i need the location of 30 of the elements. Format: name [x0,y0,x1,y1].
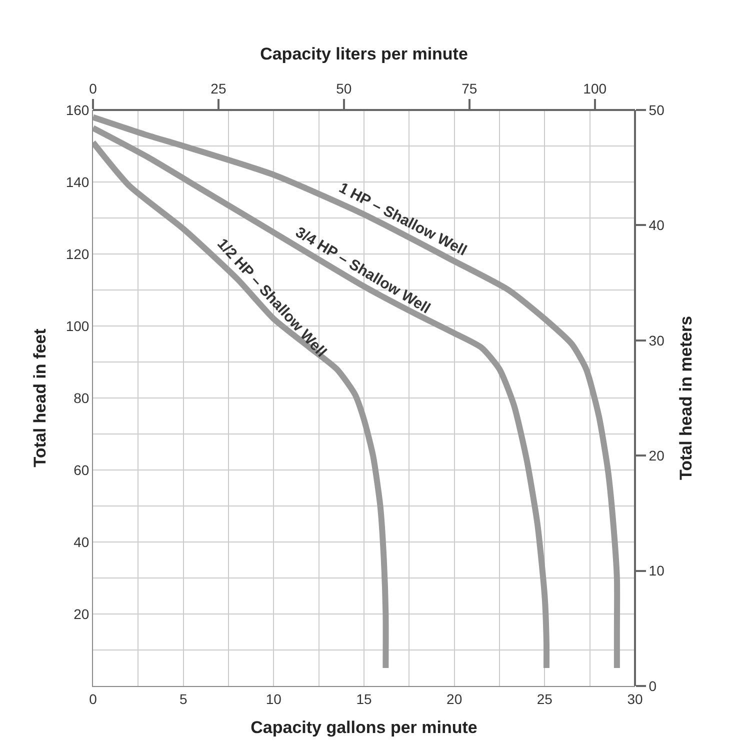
x2-tick-label: 75 [462,80,478,96]
y2-tick-label: 30 [648,332,665,348]
x2-tick-label: 50 [336,80,352,96]
x-tick-label: 20 [446,690,462,707]
y-tick-label: 40 [74,534,90,550]
x-axis-title: Capacity gallons per minute [250,718,478,738]
y2-axis-title: Total head in meters [676,316,696,480]
y-tick-label: 120 [66,246,90,262]
y2-tick-label: 0 [648,678,657,694]
y2-tick-label: 40 [648,217,665,234]
x-tick-label: 15 [356,690,372,707]
x-tick-label: 10 [266,690,282,707]
y2-tick-label: 10 [648,562,665,579]
y-tick-label: 20 [74,606,90,622]
y-tick-label: 100 [66,318,90,334]
x-tick-label: 30 [627,690,643,707]
y2-tick-label: 50 [648,102,665,118]
y-tick-label: 60 [74,462,90,478]
x2-tick-label: 0 [89,80,98,96]
y-tick-label: 80 [74,390,90,406]
y2-tick-label: 20 [648,448,665,464]
x-tick-label: 25 [536,690,553,707]
y-tick-label: 160 [66,102,90,118]
x-tick-label: 0 [89,690,98,707]
y-axis-title: Total head in feet [30,328,50,468]
x2-tick-label: 25 [210,80,226,96]
x2-tick-label: 100 [583,80,607,96]
x2-axis-title: Capacity liters per minute [260,44,468,64]
y-tick-label: 140 [66,174,90,190]
x-tick-label: 5 [179,690,188,707]
